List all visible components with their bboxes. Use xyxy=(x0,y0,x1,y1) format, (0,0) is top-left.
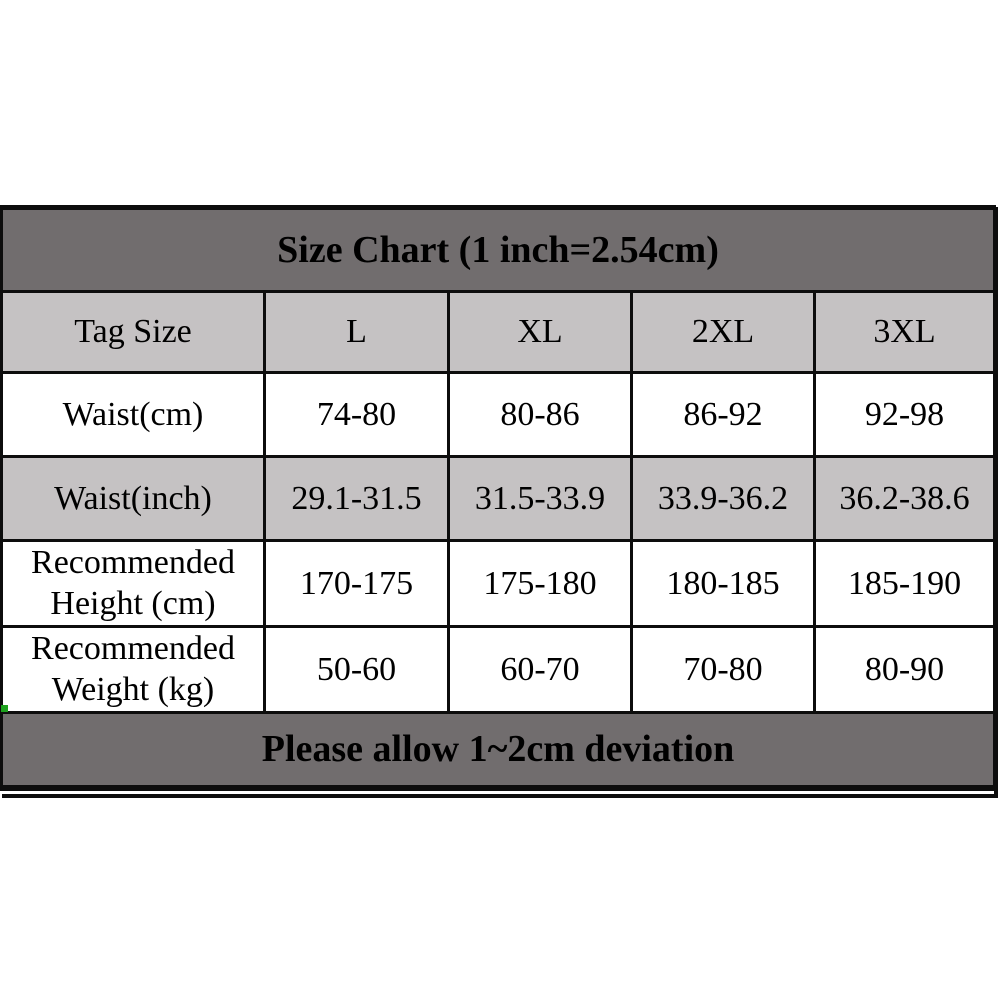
cell-value: 180-185 xyxy=(630,539,816,628)
cell-value: 86-92 xyxy=(630,371,816,458)
table-footer-row: Please allow 1~2cm deviation xyxy=(0,710,997,790)
cell-value: 70-80 xyxy=(630,624,816,714)
col-header-size-xl: XL xyxy=(447,290,633,374)
cell-value: 175-180 xyxy=(447,539,633,628)
cell-value: 60-70 xyxy=(447,624,633,714)
cell-value: 80-86 xyxy=(447,371,633,458)
size-chart-table-wrap: Size Chart (1 inch=2.54cm) Tag Size L XL… xyxy=(0,205,997,791)
cell-value: 50-60 xyxy=(263,624,450,714)
table-title-row: Size Chart (1 inch=2.54cm) xyxy=(0,206,997,293)
cell-value: 31.5-33.9 xyxy=(447,455,633,542)
table-row-waist-cm: Waist(cm) 74-80 80-86 86-92 92-98 xyxy=(0,371,997,458)
table-header-row: Tag Size L XL 2XL 3XL xyxy=(0,290,997,374)
row-label-recommended-height: Recommended Height (cm) xyxy=(0,539,266,628)
row-label-waist-inch: Waist(inch) xyxy=(0,455,266,542)
col-header-size-l: L xyxy=(263,290,450,374)
table-row-waist-inch: Waist(inch) 29.1-31.5 31.5-33.9 33.9-36.… xyxy=(0,455,997,542)
col-header-tag-size: Tag Size xyxy=(0,290,266,374)
cell-value: 185-190 xyxy=(812,539,997,628)
size-chart-title: Size Chart (1 inch=2.54cm) xyxy=(0,206,997,293)
outer-frame-right-line xyxy=(994,207,998,798)
row-label-recommended-weight: Recommended Weight (kg) xyxy=(0,624,266,714)
col-header-size-2xl: 2XL xyxy=(630,290,816,374)
col-header-size-3xl: 3XL xyxy=(812,290,997,374)
cell-value: 170-175 xyxy=(263,539,450,628)
cell-value: 80-90 xyxy=(812,624,997,714)
size-chart-table: Size Chart (1 inch=2.54cm) Tag Size L XL… xyxy=(0,205,997,791)
table-row-recommended-height: Recommended Height (cm) 170-175 175-180 … xyxy=(0,539,997,628)
row-label-waist-cm: Waist(cm) xyxy=(0,371,266,458)
deviation-note: Please allow 1~2cm deviation xyxy=(0,710,997,790)
cell-value: 74-80 xyxy=(263,371,450,458)
outer-frame-bottom-line xyxy=(2,794,998,798)
cell-value: 36.2-38.6 xyxy=(812,455,997,542)
table-row-recommended-weight: Recommended Weight (kg) 50-60 60-70 70-8… xyxy=(0,624,997,714)
cell-value: 29.1-31.5 xyxy=(263,455,450,542)
green-artifact-speck xyxy=(1,705,8,712)
cell-value: 92-98 xyxy=(812,371,997,458)
cell-value: 33.9-36.2 xyxy=(630,455,816,542)
